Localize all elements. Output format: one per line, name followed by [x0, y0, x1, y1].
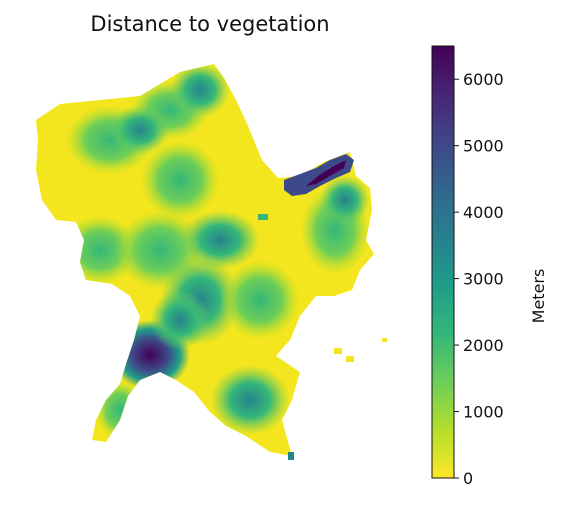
colorbar-gradient — [432, 46, 454, 478]
island — [258, 214, 268, 220]
colorbar-tick-label: 6000 — [463, 70, 504, 89]
colorbar-tick-label: 1000 — [463, 403, 504, 422]
colorbar-tick-label: 3000 — [463, 270, 504, 289]
colorbar: 0 1000 2000 3000 4000 5000 6000 Meters — [420, 30, 565, 500]
colorbar-tick-label: 2000 — [463, 336, 504, 355]
distance-map — [0, 0, 400, 506]
colorbar-tick-label: 0 — [463, 469, 473, 488]
colorbar-tick-label: 5000 — [463, 137, 504, 156]
map-region — [36, 62, 387, 460]
island — [334, 348, 342, 354]
colorbar-label: Meters — [529, 269, 548, 324]
island — [288, 452, 294, 460]
colorbar-ticks: 0 1000 2000 3000 4000 5000 6000 — [454, 70, 504, 488]
colorbar-tick-label: 4000 — [463, 203, 504, 222]
island — [346, 356, 354, 362]
island — [382, 338, 387, 342]
